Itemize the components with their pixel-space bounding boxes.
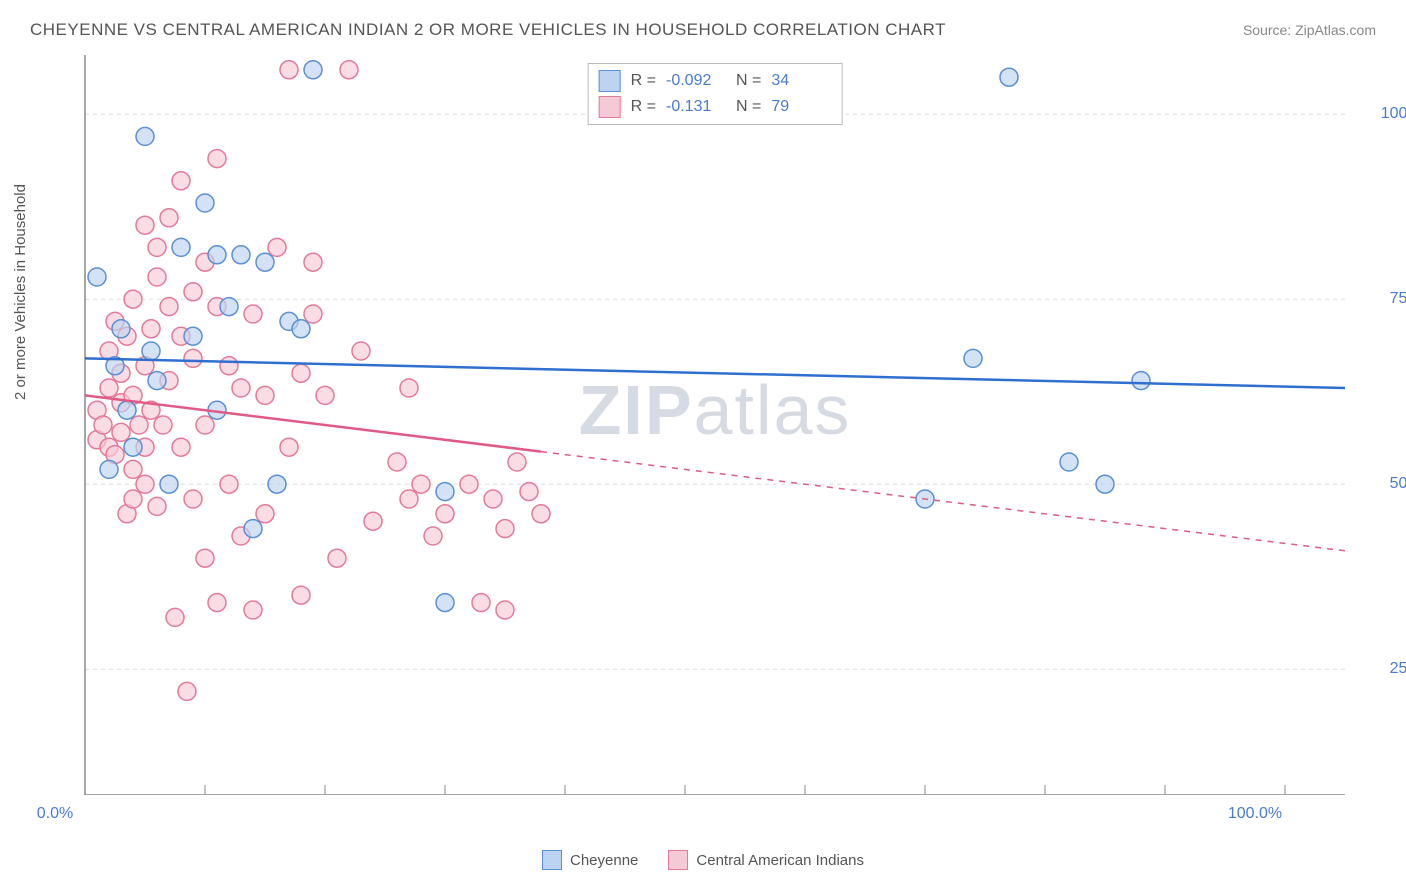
legend-item-cai: Central American Indians [668,850,864,870]
stats-row-cheyenne: R = -0.092 N = 34 [599,68,832,94]
r-value-cheyenne: -0.092 [666,72,726,90]
legend-item-cheyenne: Cheyenne [542,850,638,870]
stats-row-cai: R = -0.131 N = 79 [599,94,832,120]
r-label: R = [631,98,656,116]
swatch-cheyenne [599,70,621,92]
legend-label-cheyenne: Cheyenne [570,852,638,869]
r-value-cai: -0.131 [666,98,726,116]
legend-swatch-cheyenne [542,850,562,870]
n-value-cheyenne: 34 [771,72,831,90]
legend-swatch-cai [668,850,688,870]
n-label: N = [736,72,761,90]
r-label: R = [631,72,656,90]
stats-legend-box: R = -0.092 N = 34 R = -0.131 N = 79 [588,63,843,125]
swatch-cai [599,96,621,118]
legend-label-cai: Central American Indians [696,852,864,869]
source-label: Source: ZipAtlas.com [1243,22,1376,38]
y-tick-label: 100.0% [1381,105,1406,123]
n-value-cai: 79 [771,98,831,116]
n-label: N = [736,98,761,116]
bottom-legend: Cheyenne Central American Indians [542,850,864,870]
x-tick-label: 100.0% [1228,805,1282,823]
y-tick-label: 50.0% [1390,475,1406,493]
chart-title: CHEYENNE VS CENTRAL AMERICAN INDIAN 2 OR… [30,20,946,40]
y-axis-label: 2 or more Vehicles in Household [12,184,29,400]
y-tick-label: 25.0% [1390,660,1406,678]
x-tick-label: 0.0% [37,805,73,823]
chart-area: ZIPatlas R = -0.092 N = 34 R = -0.131 N … [55,55,1375,795]
scatter-plot [55,55,1375,795]
y-tick-label: 75.0% [1390,290,1406,308]
